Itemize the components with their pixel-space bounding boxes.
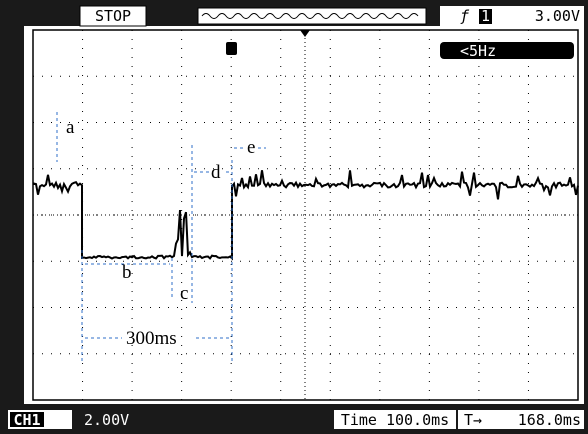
label-d: d — [211, 162, 221, 183]
edge-icon: ƒ — [460, 7, 470, 25]
volts-per-div: 2.00V — [84, 411, 129, 429]
status: STOP — [95, 7, 131, 25]
label-c: c — [180, 283, 188, 304]
timebase: Time 100.0ms — [341, 411, 449, 429]
record-bar — [198, 8, 426, 24]
offset-icon: T→ — [464, 411, 482, 429]
trigger-offset: 168.0ms — [518, 411, 581, 429]
trigger-source: 1 — [481, 7, 490, 25]
channel: CH1 — [13, 411, 40, 429]
frequency: <5Hz — [460, 42, 496, 60]
trigger-marker — [226, 42, 237, 55]
label-e: e — [247, 137, 255, 158]
oscilloscope-screen: STOP ƒ 1 3.00V <5Hz a b c d e 300ms CH1 … — [0, 0, 588, 434]
label-b: b — [122, 262, 132, 283]
trigger-level: 3.00V — [535, 7, 580, 25]
label-300ms: 300ms — [126, 328, 177, 349]
label-a: a — [66, 117, 75, 138]
